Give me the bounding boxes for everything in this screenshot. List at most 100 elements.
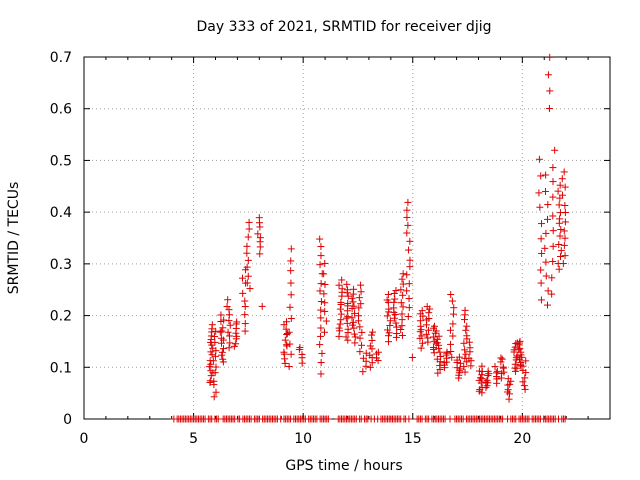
data-point — [351, 309, 359, 317]
data-point — [349, 298, 357, 306]
data-point — [219, 324, 227, 332]
data-point — [404, 198, 412, 206]
data-point — [344, 336, 352, 344]
data-point — [322, 317, 330, 325]
data-point — [549, 242, 557, 250]
data-point — [316, 287, 324, 295]
data-point — [499, 363, 507, 371]
data-point — [399, 291, 407, 299]
data-point — [220, 316, 228, 324]
data-point — [399, 303, 407, 311]
data-point — [282, 325, 290, 333]
data-point — [317, 314, 325, 322]
data-point — [460, 363, 468, 371]
data-point — [406, 263, 414, 271]
y-tick-label: 0.5 — [50, 153, 72, 169]
data-point — [316, 341, 324, 349]
data-point — [255, 214, 263, 222]
data-point — [287, 257, 295, 265]
data-point — [281, 359, 289, 367]
data-point — [397, 286, 405, 294]
data-point — [374, 348, 382, 356]
data-point — [398, 310, 406, 318]
data-point — [538, 249, 546, 257]
data-point — [504, 375, 512, 383]
data-point — [492, 369, 500, 377]
data-point — [385, 338, 393, 346]
data-point — [513, 364, 521, 372]
data-point — [349, 318, 357, 326]
data-point — [224, 296, 232, 304]
data-point — [538, 220, 546, 228]
data-point — [416, 317, 424, 325]
zero-point — [561, 415, 569, 423]
data-point — [243, 279, 251, 287]
data-point — [545, 104, 553, 112]
data-point — [344, 313, 352, 321]
data-point — [511, 360, 519, 368]
data-point — [350, 330, 358, 338]
data-point — [224, 328, 232, 336]
data-point — [450, 304, 458, 312]
data-point — [549, 227, 557, 235]
data-point — [226, 321, 234, 329]
data-point — [239, 289, 247, 297]
data-point — [358, 328, 366, 336]
data-point — [225, 317, 233, 325]
data-point — [356, 334, 364, 342]
data-point — [283, 318, 291, 326]
data-point — [350, 302, 358, 310]
zero-point — [405, 415, 413, 423]
data-point — [418, 332, 426, 340]
data-point — [521, 385, 529, 393]
data-point — [244, 256, 252, 264]
data-point — [208, 351, 216, 359]
data-point — [463, 322, 471, 330]
data-point — [521, 374, 529, 382]
data-point — [418, 307, 426, 315]
y-tick-label: 0.2 — [50, 309, 72, 325]
data-point — [218, 327, 226, 335]
data-point — [498, 355, 506, 363]
data-point — [397, 325, 405, 333]
data-point — [241, 297, 249, 305]
data-point — [244, 272, 252, 280]
data-point — [448, 353, 456, 361]
data-point — [406, 256, 414, 264]
data-point — [362, 349, 370, 357]
axes — [83, 56, 611, 420]
data-point — [405, 280, 413, 288]
data-point — [516, 337, 524, 345]
x-tick-label: 10 — [294, 431, 312, 447]
data-point — [209, 357, 217, 365]
data-point — [561, 209, 569, 217]
data-point — [359, 354, 367, 362]
data-point — [386, 321, 394, 329]
data-point — [317, 252, 325, 260]
data-point — [555, 240, 563, 248]
data-point — [404, 221, 412, 229]
data-point — [207, 360, 215, 368]
data-point — [344, 292, 352, 300]
data-point — [335, 332, 343, 340]
data-point — [212, 327, 220, 335]
data-point — [461, 306, 469, 314]
y-tick-label: 0.7 — [50, 50, 72, 66]
data-point — [484, 367, 492, 375]
data-point — [369, 328, 377, 336]
data-point — [287, 279, 295, 287]
data-point — [422, 330, 430, 338]
data-point — [232, 340, 240, 348]
data-point — [504, 381, 512, 389]
data-point — [344, 325, 352, 333]
data-point — [447, 340, 455, 348]
data-point — [344, 299, 352, 307]
data-point — [447, 348, 455, 356]
data-point — [317, 280, 325, 288]
data-point — [463, 358, 471, 366]
data-point — [207, 348, 215, 356]
data-point — [225, 306, 233, 314]
data-point — [241, 327, 249, 335]
data-point — [403, 213, 411, 221]
